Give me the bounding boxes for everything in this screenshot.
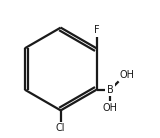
Text: OH: OH <box>120 70 135 80</box>
Text: Cl: Cl <box>56 123 65 133</box>
Text: F: F <box>94 26 99 35</box>
Text: B: B <box>107 85 114 95</box>
Text: OH: OH <box>103 103 118 112</box>
